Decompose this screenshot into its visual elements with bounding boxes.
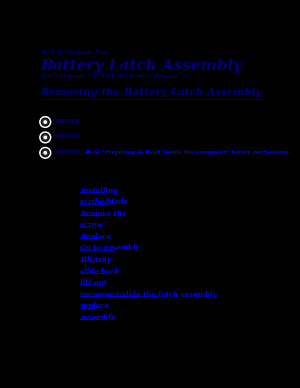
Text: lift out: lift out [80,279,107,287]
Text: Installing: Installing [80,187,118,195]
Circle shape [40,147,51,158]
Text: NOTICE:: NOTICE: [55,134,83,139]
Text: reconnect/slide the latch assembly: reconnect/slide the latch assembly [80,291,217,299]
Text: Back to Contents Page: Back to Contents Page [40,50,110,55]
Text: Read "Preparing to Work Inside the Computer" before performing...: Read "Preparing to Work Inside the Compu… [84,150,293,155]
Text: Go to assembly: Go to assembly [80,244,140,253]
Text: NOTICE:: NOTICE: [55,119,83,124]
Circle shape [44,136,46,139]
Circle shape [41,149,49,157]
Circle shape [41,133,49,141]
Text: Removing the Battery Latch Assembly: Removing the Battery Latch Assembly [40,88,262,97]
Text: NOTICE:: NOTICE: [55,150,83,155]
Circle shape [43,150,48,156]
Circle shape [40,132,51,143]
Circle shape [41,118,49,126]
Circle shape [43,120,48,125]
Text: replace: replace [80,302,109,310]
Circle shape [44,152,46,154]
Text: scribe/blade: scribe/blade [80,198,128,206]
Circle shape [43,135,48,140]
Text: Tilt/tray: Tilt/tray [80,256,112,264]
Text: slide back: slide back [80,268,120,275]
Text: Remove the: Remove the [80,210,127,218]
Text: Battery Latch Assembly: Battery Latch Assembly [40,59,243,73]
Circle shape [40,117,51,127]
Circle shape [44,121,46,123]
Text: screw: screw [80,221,103,229]
Text: Replace: Replace [80,233,111,241]
Text: Dell™ Latitude™ V710/V740 Service Manual: Dell™ Latitude™ V710/V740 Service Manual [40,74,178,79]
Text: assemble: assemble [80,314,116,322]
